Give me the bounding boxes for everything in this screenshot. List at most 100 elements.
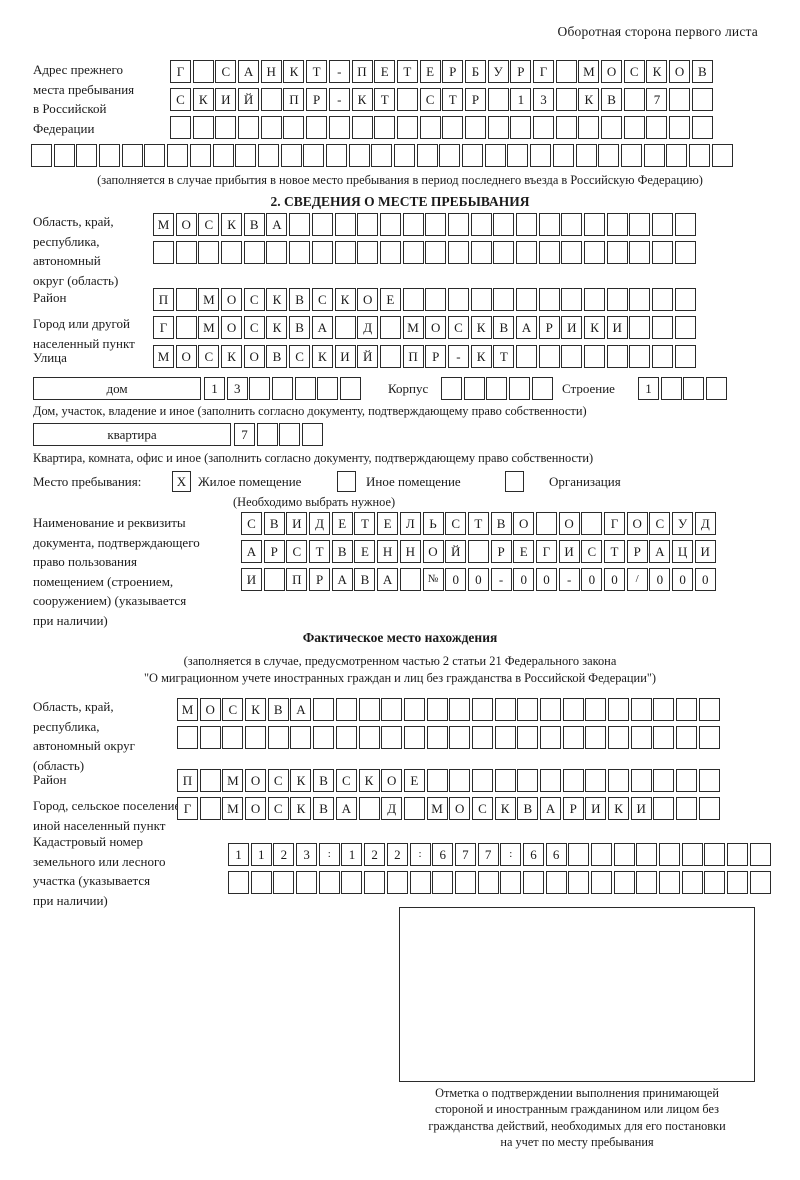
prev-address-row-4-cell-4[interactable]: [99, 144, 121, 167]
actual-city-row-1-cell-19[interactable]: И: [585, 797, 607, 820]
section2-street-row-1-cell-14[interactable]: -: [447, 345, 469, 368]
prev-address-row-2-cell-16[interactable]: 1: [510, 88, 532, 111]
prev-address-row-3-cell-15[interactable]: [487, 116, 509, 139]
prev-address-row-4-cell-26[interactable]: [598, 144, 620, 167]
prev-address-row-3-cell-14[interactable]: [464, 116, 486, 139]
prev-address-row-4[interactable]: [31, 144, 733, 167]
actual-region-row-2-cell-21[interactable]: [630, 726, 652, 749]
prev-address-row-3-cell-13[interactable]: [442, 116, 464, 139]
section2-region-row-2-cell-19[interactable]: [561, 241, 583, 264]
cadastral-row-2-cell-24[interactable]: [749, 871, 771, 894]
cadastral-row-1-cell-17[interactable]: [591, 843, 612, 866]
prev-address-row-3-cell-16[interactable]: [510, 116, 532, 139]
document-row-1-cell-17[interactable]: Г: [604, 512, 625, 535]
section2-district-row-1-cell-8[interactable]: С: [311, 288, 333, 311]
prev-address-row-1-cell-7[interactable]: Т: [306, 60, 328, 83]
section2-city-row-1-cell-15[interactable]: К: [470, 316, 492, 339]
prev-address-row-1-cell-9[interactable]: П: [351, 60, 373, 83]
prev-address-row-1-cell-2[interactable]: [192, 60, 214, 83]
section2-region-row-2-cell-15[interactable]: [470, 241, 492, 264]
document-row-2-cell-14[interactable]: Г: [535, 540, 557, 563]
actual-region-row-1-cell-8[interactable]: [335, 698, 357, 721]
document-row-1-cell-9[interactable]: Ь: [422, 512, 444, 535]
house-number-cells-cell-6[interactable]: [317, 377, 339, 400]
actual-region-row-2-cell-22[interactable]: [653, 726, 675, 749]
prev-address-row-4-cell-18[interactable]: [416, 144, 438, 167]
document-row-2-cell-20[interactable]: Ц: [672, 540, 694, 563]
cadastral-row-1-cell-23[interactable]: [727, 843, 749, 866]
actual-region-row-2-cell-14[interactable]: [471, 726, 493, 749]
korpus-cells-cell-1[interactable]: [441, 377, 462, 400]
document-row-3-cell-1[interactable]: И: [241, 568, 262, 591]
actual-district-row-1-cell-14[interactable]: [471, 769, 493, 792]
section2-city-row-1-cell-2[interactable]: [175, 316, 197, 339]
prev-address-row-2-cell-15[interactable]: [487, 88, 509, 111]
prev-address-row-1-cell-18[interactable]: [555, 60, 577, 83]
section2-city-row-1-cell-13[interactable]: О: [425, 316, 447, 339]
section2-city-row-1-cell-11[interactable]: [379, 316, 401, 339]
section2-district-row-1-cell-15[interactable]: [470, 288, 492, 311]
prev-address-row-1-cell-5[interactable]: Н: [260, 60, 282, 83]
cadastral-row-1-cell-1[interactable]: 1: [228, 843, 249, 866]
document-row-1-cell-13[interactable]: О: [513, 512, 535, 535]
cadastral-row-1-cell-12[interactable]: 7: [477, 843, 499, 866]
prev-address-row-1-cell-16[interactable]: Р: [510, 60, 532, 83]
section2-street-row-1-cell-6[interactable]: В: [266, 345, 288, 368]
flat-number-cells-cell-1[interactable]: 7: [234, 423, 255, 446]
section2-district-row-1-cell-5[interactable]: С: [243, 288, 265, 311]
cadastral-row-1-cell-9[interactable]: :: [409, 843, 431, 866]
actual-district-row-1-cell-7[interactable]: В: [313, 769, 335, 792]
prev-address-row-2-cell-3[interactable]: И: [215, 88, 237, 111]
cadastral-row-1-cell-21[interactable]: [681, 843, 703, 866]
section2-street-row-1-cell-9[interactable]: И: [334, 345, 356, 368]
document-row-2-cell-17[interactable]: Т: [604, 540, 625, 563]
actual-city-row-1-cell-12[interactable]: М: [426, 797, 448, 820]
section2-street-row-1-cell-8[interactable]: К: [311, 345, 333, 368]
actual-district-row-1-cell-15[interactable]: [494, 769, 516, 792]
cadastral-row-2-cell-2[interactable]: [250, 871, 272, 894]
actual-city-row-1-cell-5[interactable]: С: [267, 797, 289, 820]
prev-address-row-1-cell-23[interactable]: О: [669, 60, 691, 83]
prev-address-row-2-cell-4[interactable]: Й: [238, 88, 260, 111]
cadastral-row-2-cell-8[interactable]: [386, 871, 408, 894]
house-number-cells-cell-3[interactable]: [249, 377, 271, 400]
prev-address-row-3-cell-1[interactable]: [170, 116, 191, 139]
prev-address-row-4-cell-31[interactable]: [711, 144, 733, 167]
document-row-3-cell-7[interactable]: А: [377, 568, 399, 591]
actual-region-row-2-cell-7[interactable]: [313, 726, 335, 749]
document-row-1-cell-21[interactable]: Д: [694, 512, 716, 535]
actual-region-row-1-cell-22[interactable]: [653, 698, 675, 721]
cadastral-row-2[interactable]: [228, 871, 771, 894]
cadastral-row-1-cell-19[interactable]: [636, 843, 658, 866]
cadastral-row-1-cell-13[interactable]: :: [500, 843, 522, 866]
actual-region-row-1-cell-9[interactable]: [358, 698, 380, 721]
actual-district-row-1-cell-17[interactable]: [540, 769, 561, 792]
prev-address-row-2-cell-14[interactable]: Р: [464, 88, 486, 111]
checkbox-inoe-pomeschenie[interactable]: [337, 471, 356, 492]
document-row-3-cell-19[interactable]: 0: [649, 568, 671, 591]
prev-address-row-3-cell-5[interactable]: [260, 116, 282, 139]
actual-region-row-2-cell-15[interactable]: [494, 726, 516, 749]
prev-address-row-4-cell-7[interactable]: [167, 144, 189, 167]
document-row-2-cell-3[interactable]: С: [286, 540, 308, 563]
document-row-1-cell-5[interactable]: Е: [331, 512, 353, 535]
section2-region-row-1-cell-2[interactable]: О: [175, 213, 197, 236]
section2-district-row-1-cell-12[interactable]: [402, 288, 424, 311]
cadastral-row-1-cell-22[interactable]: [704, 843, 726, 866]
actual-region-row-1-cell-24[interactable]: [698, 698, 720, 721]
section2-city-row-1-cell-8[interactable]: А: [311, 316, 333, 339]
actual-district-row-1-cell-1[interactable]: П: [177, 769, 198, 792]
actual-region-row-1-cell-20[interactable]: [608, 698, 630, 721]
actual-city-row-1-cell-21[interactable]: И: [630, 797, 652, 820]
actual-region-row-2[interactable]: [177, 726, 720, 749]
section2-city-row-1-cell-18[interactable]: Р: [538, 316, 560, 339]
actual-region-row-2-cell-1[interactable]: [177, 726, 198, 749]
prev-address-row-4-cell-1[interactable]: [31, 144, 52, 167]
section2-region-row-2-cell-18[interactable]: [538, 241, 560, 264]
actual-city-row-1-cell-17[interactable]: А: [540, 797, 561, 820]
